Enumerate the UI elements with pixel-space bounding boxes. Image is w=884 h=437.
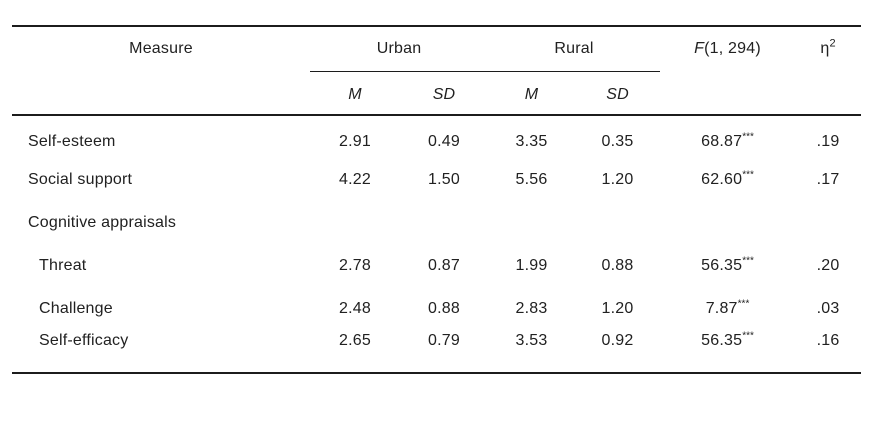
rural-sd-value: 1.20 [601,170,634,188]
measure-label: Social support [28,170,133,188]
table-row-challenge: Challenge 2.48 0.88 2.83 1.20 7.87*** .0… [12,287,861,330]
column-header-f-statistic: F(1, 294) [660,26,796,116]
anova-results-table: Measure Urban Rural F(1, 294) η2 M SD M … [12,25,862,374]
significance-stars: *** [742,169,754,181]
eta-squared-value: .03 [816,299,840,317]
column-header-rural-mean: M [488,71,576,116]
eta-squared-value: .16 [816,332,840,349]
table-row-cognitive-appraisals-subheading: Cognitive appraisals [12,201,861,244]
table-row-threat: Threat 2.78 0.87 1.99 0.88 56.35*** .20 [12,244,861,287]
urban-sd-value: 0.49 [428,133,460,150]
column-group-urban: Urban [310,26,489,72]
rural-mean-value [488,201,575,244]
urban-mean-value: 2.65 [339,332,371,349]
urban-sd-value [400,201,488,244]
measure-label: Challenge [39,299,113,317]
header-group-row: Measure Urban Rural F(1, 294) η2 [12,26,862,116]
stats-table-container: Measure Urban Rural F(1, 294) η2 M SD M … [12,25,862,374]
column-header-measure: Measure [12,26,310,116]
column-header-eta-squared: η2 [795,26,862,116]
rural-mean-value: 3.53 [515,332,548,349]
rural-mean-value: 2.83 [515,299,548,317]
f-value: 68.87*** [701,131,754,150]
rural-sd-value: 0.92 [601,332,634,349]
rural-sd-value: 0.35 [601,133,634,150]
urban-mean-value: 2.91 [339,133,371,150]
rural-sd-value: 1.20 [601,299,634,317]
column-header-urban-mean: M [310,71,400,116]
rural-mean-value: 1.99 [515,256,548,274]
measure-subheading-label: Cognitive appraisals [28,213,177,231]
table-row-social-support: Social support 4.22 1.50 5.56 1.20 62.60… [12,158,861,201]
rural-sd-value: 0.88 [601,256,634,274]
eta-squared-value: .19 [816,133,840,150]
rural-mean-value: 3.35 [515,133,548,150]
table-row-self-esteem: Self-esteem 2.91 0.49 3.35 0.35 68.87***… [12,115,861,158]
f-symbol: F [694,40,705,57]
eta-squared-value: .20 [816,256,840,274]
rural-mean-value: 5.56 [515,170,548,188]
column-group-rural: Rural [488,26,661,72]
urban-mean-value: 4.22 [339,170,371,188]
urban-sd-value: 0.88 [428,299,460,317]
f-value: 56.35*** [701,330,754,349]
measure-label: Self-esteem [28,133,116,150]
urban-sd-value: 0.87 [428,256,460,274]
table-row-self-efficacy: Self-efficacy 2.65 0.79 3.53 0.92 56.35*… [12,330,861,373]
eta-symbol: η [820,40,830,57]
f-value: 62.60*** [701,169,754,188]
measure-label: Self-efficacy [39,332,129,349]
f-degrees-of-freedom: (1, 294) [704,40,761,57]
urban-sd-value: 0.79 [428,332,460,349]
eta-exponent: 2 [829,37,836,50]
eta-squared-value: .17 [816,170,840,188]
measure-label: Threat [39,256,87,274]
significance-stars: *** [742,131,754,143]
f-value [660,201,795,244]
significance-stars: *** [737,298,750,310]
significance-stars: *** [742,255,754,267]
urban-mean-value [310,201,400,244]
f-value: 7.87*** [705,298,750,317]
column-header-rural-sd: SD [575,71,661,116]
f-value: 56.35*** [701,255,754,274]
rural-sd-value [575,201,660,244]
eta-squared-value [795,201,861,244]
urban-mean-value: 2.78 [339,256,371,274]
urban-sd-value: 1.50 [428,170,460,188]
header-stat-row: M SD M SD [12,71,861,116]
urban-mean-value: 2.48 [339,299,371,317]
significance-stars: *** [742,330,754,342]
column-header-urban-sd: SD [400,71,489,116]
